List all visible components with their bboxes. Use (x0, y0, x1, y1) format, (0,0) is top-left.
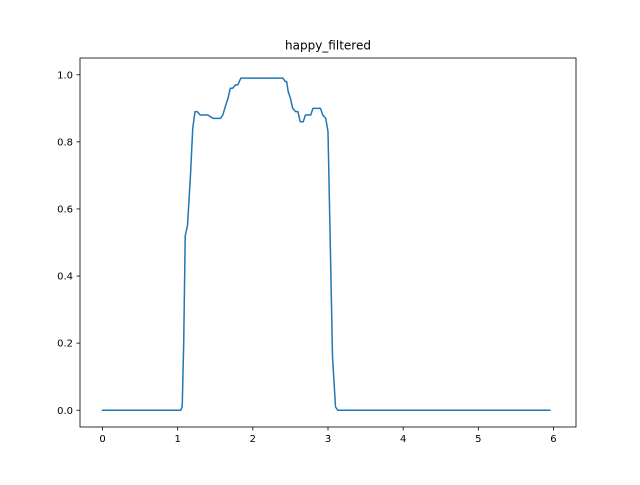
y-tick-label: 0.0 (57, 406, 73, 417)
y-tick-label: 0.6 (57, 205, 73, 216)
x-tick-label: 6 (550, 434, 556, 445)
x-tick-label: 0 (99, 434, 105, 445)
plot-layer (101, 77, 551, 411)
x-tick-label: 4 (400, 434, 406, 445)
x-tick-label: 3 (325, 434, 331, 445)
y-tick-label: 0.2 (57, 339, 73, 350)
series-line-0 (101, 77, 551, 411)
x-tick-label: 2 (250, 434, 256, 445)
y-tick-label: 0.8 (57, 137, 73, 148)
axis-layer: 0 1 2 3 4 5 6 0.0 0.2 0.4 0.6 0.8 1.0 (57, 57, 577, 445)
y-tick-label: 1.0 (57, 70, 73, 81)
x-tick-label: 1 (175, 434, 181, 445)
x-tick-label: 5 (475, 434, 481, 445)
chart-title: happy_filtered (285, 39, 371, 53)
y-tick-label: 0.4 (57, 272, 73, 283)
